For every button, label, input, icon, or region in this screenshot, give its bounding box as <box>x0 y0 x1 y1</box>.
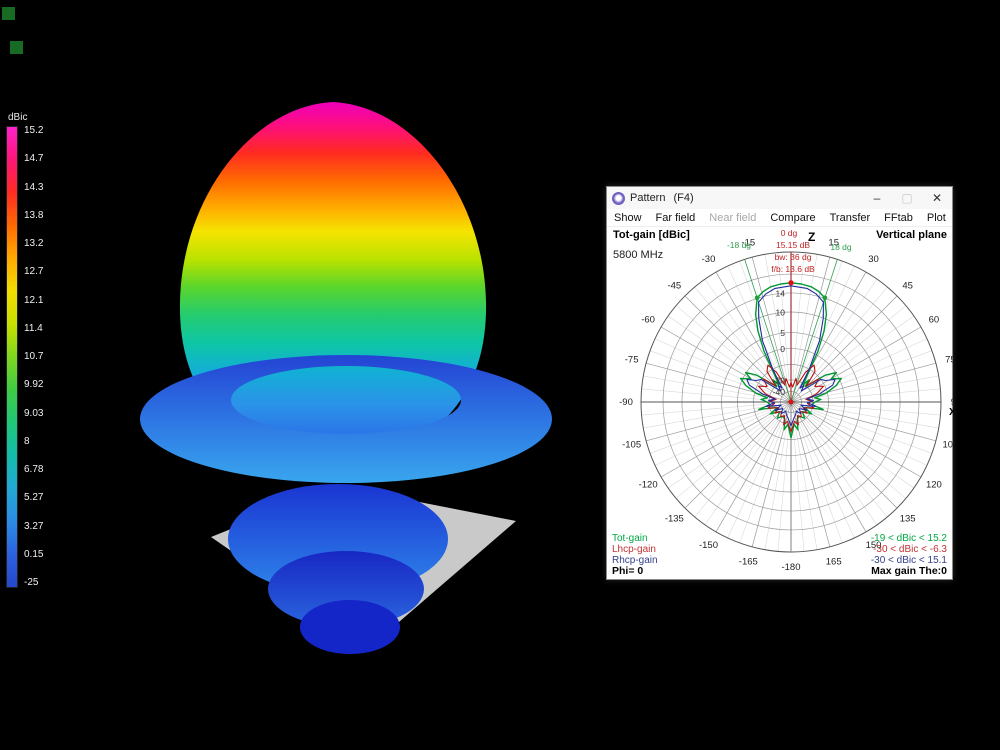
colorbar-tick: 10.7 <box>24 351 44 362</box>
polar-plot[interactable]: 141050-20-40153045607590105120135150165-… <box>607 227 954 579</box>
colorbar-tick: 9.03 <box>24 407 44 419</box>
svg-text:-165: -165 <box>739 556 758 567</box>
menu-item-plot[interactable]: Plot <box>926 211 946 224</box>
colorbar-tick: 0.15 <box>24 548 44 560</box>
svg-text:150: 150 <box>866 540 882 551</box>
desktop-icon-green-1[interactable] <box>2 7 15 20</box>
colorbar-ticks: 15.2 14.7 14.3 13.8 13.2 12.7 12.1 11.4 10.7 9.92… <box>24 126 43 588</box>
svg-text:-150: -150 <box>699 540 718 551</box>
colorbar-title: dBic <box>8 112 28 123</box>
maximize-button[interactable]: ▢ <box>901 191 913 205</box>
svg-text:45: 45 <box>902 280 913 291</box>
window-titlebar[interactable]: Pattern (F4) – ▢ ✕ <box>607 187 952 209</box>
svg-text:0 dg: 0 dg <box>781 228 798 238</box>
legend-name: Lhcp-gain <box>612 544 656 555</box>
colorbar-tick: 3.27 <box>24 520 44 532</box>
svg-text:-18 dg: -18 dg <box>727 240 751 250</box>
app-icon <box>612 191 625 205</box>
menu-item-fftab[interactable]: FFtab <box>884 211 913 224</box>
colorbar-tick: 13.2 <box>24 238 44 249</box>
minimize-button[interactable]: – <box>873 191 881 205</box>
colorbar-tick: 14.7 <box>24 153 44 165</box>
menu-item-show[interactable]: Show <box>614 211 642 224</box>
svg-text:105: 105 <box>942 440 954 451</box>
svg-text:-105: -105 <box>622 440 641 451</box>
legend-range: -30 < dBic < -6.3 <box>873 544 947 555</box>
plot-area: 141050-20-40153045607590105120135150165-… <box>607 227 954 579</box>
window-title: Pattern <box>630 192 666 204</box>
svg-text:30: 30 <box>868 254 879 265</box>
svg-text:75: 75 <box>945 354 954 365</box>
svg-text:-60: -60 <box>641 315 655 326</box>
gain-colorbar: dBic 15.2 14.7 14.3 13.8 13.2 12.7 12.1 11.4 10.… <box>6 112 43 588</box>
svg-text:15.15 dB: 15.15 dB <box>776 240 810 250</box>
colorbar-tick: 5.27 <box>24 492 44 504</box>
svg-text:-180: -180 <box>781 562 800 573</box>
legend-name: Rhcp-gain <box>612 555 658 566</box>
colorbar-tick: 15.2 <box>24 125 44 136</box>
svg-text:60: 60 <box>929 315 940 326</box>
svg-text:-40: -40 <box>773 387 786 397</box>
svg-text:14: 14 <box>776 288 786 298</box>
colorbar-tick: 11.4 <box>24 322 43 334</box>
colorbar-tick: 9.92 <box>24 379 44 391</box>
svg-text:135: 135 <box>900 514 916 525</box>
max-gain-label: Max gain The:0 <box>871 565 947 577</box>
colorbar-tick: 12.1 <box>24 294 44 306</box>
svg-text:-20: -20 <box>773 375 786 385</box>
window-title-suffix: (F4) <box>673 192 694 204</box>
svg-text:0: 0 <box>780 344 785 354</box>
phi-label: Phi= 0 <box>612 565 644 577</box>
radiation-pattern-3d[interactable] <box>78 84 558 684</box>
desktop-icon-green-2[interactable] <box>10 41 23 54</box>
close-button[interactable]: ✕ <box>931 191 943 205</box>
svg-text:-90: -90 <box>619 397 633 408</box>
legend-range: -19 < dBic < 15.2 <box>870 533 947 544</box>
svg-text:120: 120 <box>926 480 942 491</box>
menu-item-near-field: Near field <box>709 211 757 224</box>
svg-text:bw: 36 dg: bw: 36 dg <box>775 252 812 262</box>
side-lobe-ring <box>139 354 552 484</box>
legend-range: -30 < dBic < 15.1 <box>870 555 947 566</box>
colorbar-tick: 13.8 <box>24 209 44 221</box>
colorbar-gradient <box>6 126 18 588</box>
menu-item-far-field[interactable]: Far field <box>655 211 696 224</box>
colorbar-tick: -25 <box>24 577 39 588</box>
colorbar-tick: 6.78 <box>24 464 44 475</box>
legend-name: Tot-gain <box>612 533 648 544</box>
frequency-label: 5800 MHz <box>613 249 664 261</box>
svg-text:-135: -135 <box>665 514 684 525</box>
svg-text:Z: Z <box>808 230 815 244</box>
legend-series: Tot-gain Lhcp-gain Rhcp-gain Phi= 0 <box>612 533 658 577</box>
menu-item-transfer[interactable]: Transfer <box>829 211 871 224</box>
plot-title: Tot-gain [dBic] <box>613 229 690 241</box>
svg-text:-45: -45 <box>667 280 681 291</box>
svg-text:f/b: 13.6 dB: f/b: 13.6 dB <box>771 264 815 274</box>
svg-text:10: 10 <box>776 308 786 318</box>
svg-text:15: 15 <box>828 238 839 249</box>
pattern-window: Pattern (F4) – ▢ ✕ Show Far field Near fie… <box>606 186 954 580</box>
svg-text:5: 5 <box>780 328 785 338</box>
menu-item-compare[interactable]: Compare <box>770 211 816 224</box>
colorbar-tick: 8 <box>24 435 30 447</box>
back-lobe-3 <box>300 600 400 654</box>
svg-text:-15: -15 <box>741 238 755 249</box>
colorbar-tick: 12.7 <box>24 266 44 278</box>
svg-text:-120: -120 <box>639 480 658 491</box>
svg-text:-75: -75 <box>625 354 639 365</box>
svg-text:18 dg: 18 dg <box>830 242 852 252</box>
svg-text:XY: XY <box>949 406 954 418</box>
plane-label: Vertical plane <box>876 229 947 241</box>
svg-text:165: 165 <box>826 556 842 567</box>
legend-ranges: -19 < dBic < 15.2 -30 < dBic < -6.3 -30 < … <box>871 533 947 577</box>
svg-text:90: 90 <box>951 397 954 408</box>
svg-text:-30: -30 <box>702 254 716 265</box>
menubar: Show Far field Near field Compare Transfer FF… <box>607 209 952 227</box>
colorbar-tick: 14.3 <box>24 181 44 193</box>
